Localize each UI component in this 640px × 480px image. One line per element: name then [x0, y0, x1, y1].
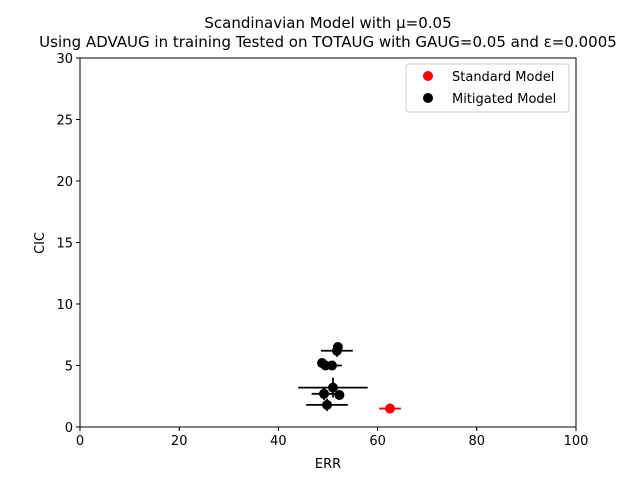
- series-mitigated-model: [298, 342, 368, 412]
- legend-marker-standard: [423, 71, 433, 81]
- legend-marker-mitigated: [423, 93, 433, 103]
- data-point: [385, 403, 395, 414]
- x-tick-label: 60: [369, 434, 386, 449]
- data-point: [327, 382, 338, 393]
- legend-label-standard: Standard Model: [452, 70, 554, 85]
- x-tick-label: 80: [469, 434, 486, 449]
- legend-box: [405, 63, 570, 113]
- y-axis-label: CIC: [33, 232, 48, 254]
- y-tick-label: 0: [65, 421, 73, 436]
- y-tick-label: 30: [56, 52, 73, 67]
- plot-frame: [79, 57, 577, 428]
- chart-subtitle: Using ADVAUG in training Tested on TOTAU…: [39, 33, 617, 51]
- x-tick-label: 100: [564, 434, 589, 449]
- y-tick-label: 15: [56, 237, 73, 252]
- y-tick-label: 20: [56, 175, 73, 190]
- legend-label-mitigated: Mitigated Model: [452, 92, 556, 107]
- data-point: [334, 390, 345, 401]
- y-tick-label: 10: [56, 298, 73, 313]
- series-standard-model: [379, 403, 401, 414]
- y-tick-label: 5: [65, 360, 73, 375]
- x-axis-label: ERR: [315, 457, 341, 472]
- x-tick-label: 20: [171, 434, 188, 449]
- x-tick-label: 0: [76, 434, 84, 449]
- data-marks: [298, 342, 401, 414]
- y-tick-label: 25: [56, 114, 73, 129]
- data-point: [331, 345, 342, 356]
- axes: 0 20 40 60 80 100 0 5 10 15 20 25 30: [56, 52, 588, 449]
- legend: Standard Model Mitigated Model: [405, 63, 570, 113]
- chart-title: Scandinavian Model with μ=0.05: [204, 14, 451, 32]
- data-point: [319, 388, 330, 399]
- data-point: [322, 399, 333, 410]
- data-point: [326, 360, 337, 371]
- x-tick-label: 40: [270, 434, 287, 449]
